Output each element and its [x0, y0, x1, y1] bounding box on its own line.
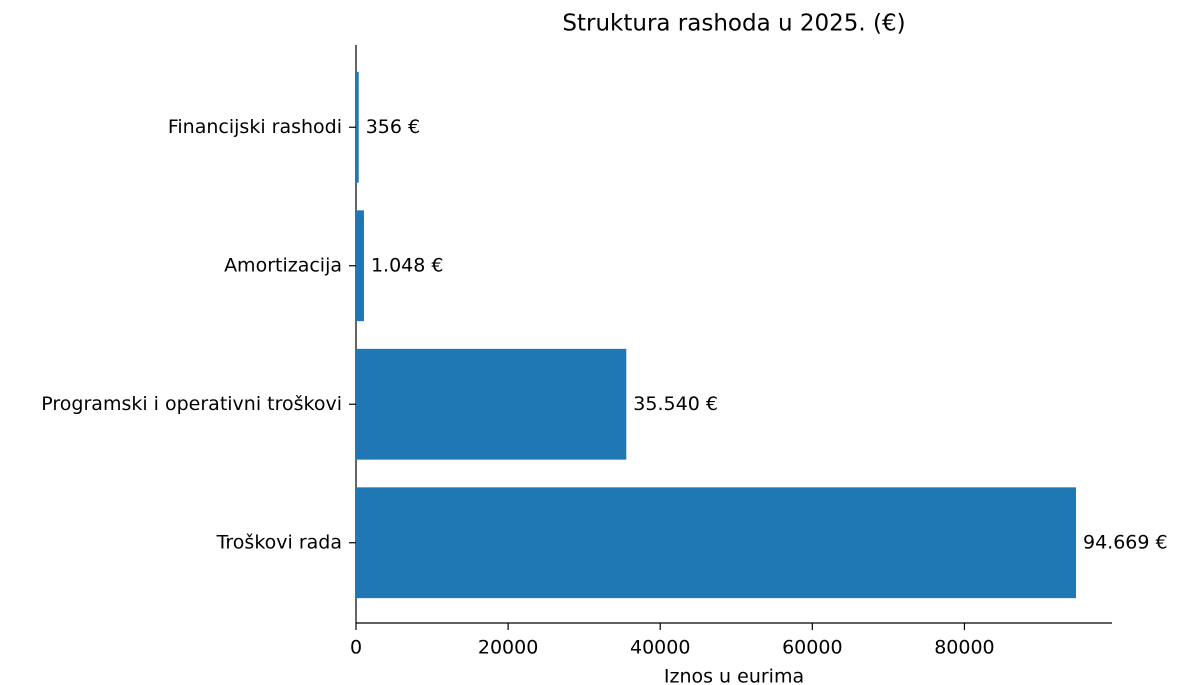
- value-label: 94.669 €: [1083, 531, 1168, 553]
- x-tick-label: 80000: [934, 637, 994, 659]
- y-tick-label: Financijski rashodi: [168, 116, 342, 138]
- x-tick-label: 0: [350, 637, 362, 659]
- x-axis-label: Iznos u eurima: [664, 666, 804, 685]
- x-tick-label: 40000: [630, 637, 690, 659]
- bar: [356, 210, 364, 322]
- value-label: 35.540 €: [633, 393, 718, 415]
- bar: [356, 487, 1077, 599]
- y-tick-label: Programski i operativni troškovi: [41, 393, 342, 415]
- y-tick-label: Amortizacija: [224, 254, 342, 276]
- x-tick-label: 60000: [782, 637, 842, 659]
- x-tick-label: 20000: [478, 637, 538, 659]
- bar: [356, 71, 359, 183]
- bar: [356, 348, 627, 460]
- value-label: 1.048 €: [371, 254, 444, 276]
- y-tick-label: Troškovi rada: [216, 531, 342, 553]
- chart-title: Struktura rashoda u 2025. (€): [562, 11, 905, 37]
- value-label: 356 €: [366, 116, 420, 138]
